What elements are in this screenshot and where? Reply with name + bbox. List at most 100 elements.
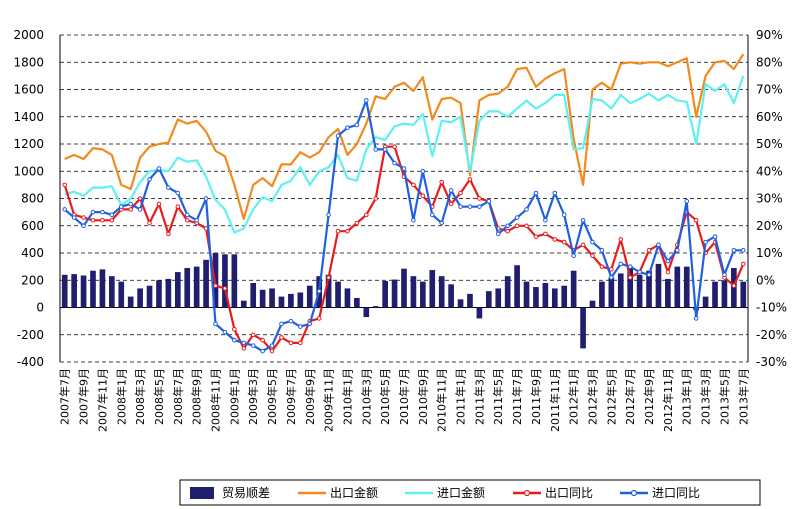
- bar-trade-surplus: [448, 284, 454, 308]
- bar-trade-surplus: [570, 270, 577, 308]
- bar-trade-surplus: [165, 278, 172, 308]
- series-point-4: [364, 98, 369, 103]
- series-point-3: [345, 228, 350, 234]
- legend: 贸易顺差 出口金额 进口金额 出口同比 进口同比: [179, 479, 761, 506]
- bar-trade-surplus: [589, 300, 596, 308]
- bar-trade-surplus: [90, 270, 96, 308]
- series-point-4: [552, 190, 558, 196]
- y-right-tick-label: 20%: [756, 219, 783, 233]
- bar-trade-surplus: [269, 288, 275, 308]
- bar-trade-surplus: [561, 285, 568, 308]
- bar-trade-surplus: [335, 281, 341, 308]
- bar-trade-surplus: [231, 254, 238, 308]
- series-point-3: [100, 218, 105, 223]
- x-tick-label: 2009年11月: [322, 368, 336, 432]
- series-point-3: [646, 247, 652, 253]
- x-tick-label: 2011年5月: [491, 368, 505, 425]
- bar-trade-surplus: [250, 282, 257, 308]
- series-point-3: [213, 283, 218, 289]
- y-right-tick-label: 40%: [756, 164, 783, 178]
- bar-trade-surplus: [533, 287, 539, 308]
- series-point-4: [580, 218, 586, 223]
- series-line-1: [64, 53, 745, 220]
- bar-trade-surplus: [712, 281, 718, 308]
- y-right-tick-label: 30%: [756, 192, 783, 206]
- series-point-4: [81, 223, 86, 229]
- series-point-4: [656, 242, 661, 248]
- x-tick-label: 2007年7月: [58, 368, 72, 425]
- bar-trade-surplus: [146, 285, 153, 308]
- series-point-4: [429, 212, 435, 218]
- bar-trade-surplus: [372, 306, 379, 308]
- legend-box: [179, 479, 761, 506]
- bar-trade-surplus: [599, 281, 605, 308]
- series-point-3: [524, 223, 529, 229]
- series-point-4: [712, 234, 718, 239]
- series-point-4: [166, 185, 171, 190]
- series-point-3: [458, 190, 463, 196]
- series-point-3: [561, 239, 567, 245]
- series-point-4: [232, 337, 237, 343]
- y-left-tick-label: 1600: [13, 83, 44, 97]
- bar-trade-surplus: [467, 293, 473, 308]
- bar-trade-surplus: [61, 274, 68, 308]
- series-point-4: [524, 207, 529, 212]
- series-point-4: [411, 218, 416, 223]
- y-right-tick-label: 70%: [756, 83, 783, 97]
- series-point-4: [458, 204, 463, 209]
- series-point-4: [448, 188, 454, 193]
- x-tick-label: 2009年3月: [246, 368, 260, 425]
- bar-trade-surplus: [80, 275, 87, 308]
- bar-trade-surplus: [306, 285, 313, 308]
- y-left-tick-label: 1800: [13, 55, 44, 69]
- series-point-3: [326, 275, 331, 280]
- bar-trade-surplus: [288, 293, 294, 308]
- bar-trade-surplus: [354, 297, 360, 308]
- series-point-3: [354, 220, 360, 226]
- series-point-4: [250, 343, 256, 348]
- bar-trade-surplus: [740, 281, 747, 308]
- bar-trade-surplus: [551, 288, 558, 308]
- bar-trade-surplus: [438, 276, 445, 308]
- x-tick-label: 2011年7月: [510, 368, 524, 425]
- y-left-tick-label: 1200: [13, 137, 44, 151]
- bar-trade-surplus: [523, 281, 530, 308]
- bar-trade-surplus: [495, 288, 502, 308]
- series-point-4: [279, 321, 284, 327]
- series-point-4: [175, 190, 181, 196]
- x-tick-label: 2011年3月: [472, 368, 486, 425]
- series-point-3: [222, 286, 228, 291]
- series-point-4: [561, 212, 567, 218]
- series-point-4: [298, 324, 303, 329]
- series-point-3: [467, 177, 473, 182]
- series-point-4: [505, 223, 510, 229]
- series-point-4: [740, 247, 746, 253]
- y-right-tick-label: 90%: [756, 28, 783, 42]
- series-point-4: [213, 321, 218, 327]
- legend-swatch: [190, 487, 214, 499]
- bar-trade-surplus: [99, 269, 106, 308]
- series-point-4: [345, 125, 350, 130]
- bar-trade-surplus: [608, 277, 615, 308]
- y-right-tick-label: 10%: [756, 246, 783, 260]
- series-point-4: [571, 253, 576, 259]
- bar-trade-surplus: [259, 289, 266, 308]
- series-point-3: [269, 348, 275, 354]
- series-point-4: [703, 239, 708, 245]
- x-tick-label: 2008年7月: [171, 368, 185, 425]
- x-tick-label: 2011年1月: [454, 368, 468, 425]
- y-axis-left-labels: -400 -200 0 200 400 600 800 1000 1200 1400 1600 180…: [13, 28, 44, 369]
- series-point-4: [495, 231, 501, 237]
- y-right-tick-label: -30%: [756, 355, 787, 369]
- bar-trade-surplus: [297, 292, 304, 308]
- series-point-3: [580, 242, 586, 248]
- y-left-tick-label: 600: [21, 219, 44, 233]
- bar-trade-surplus: [278, 296, 285, 308]
- x-tick-label: 2012年9月: [642, 368, 656, 425]
- series-point-4: [722, 272, 727, 278]
- series-point-4: [401, 166, 407, 171]
- x-tick-label: 2012年3月: [585, 368, 599, 425]
- series-point-3: [316, 316, 322, 321]
- series-point-3: [599, 264, 605, 269]
- bar-trade-surplus: [325, 274, 332, 308]
